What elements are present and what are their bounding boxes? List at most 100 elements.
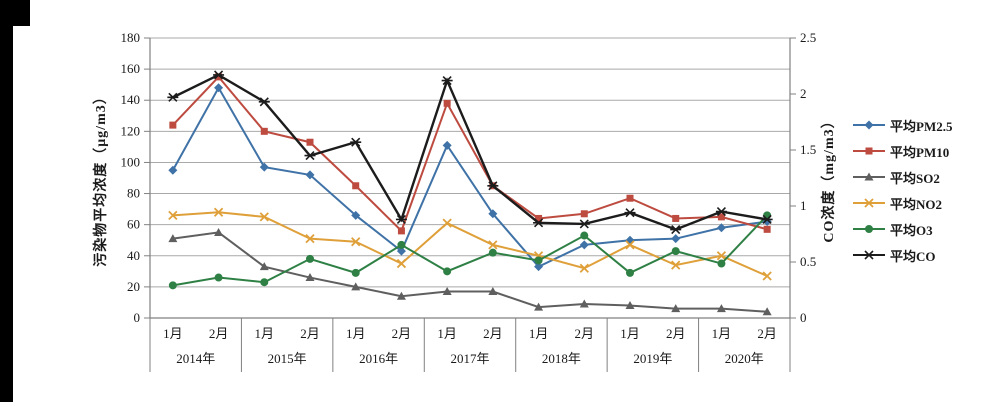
square-legend-icon [853,147,885,155]
axis-tick-label: 2019年 [633,351,672,366]
triangle-marker [534,302,544,311]
asterisk-marker [395,214,407,225]
x-marker [168,210,178,220]
asterisk-marker [258,97,270,107]
triangle-marker [305,273,315,282]
axis-tick-label: 2017年 [450,351,489,366]
diamond-marker [534,262,544,272]
axis-tick-label: 2月 [300,326,320,341]
circle-marker [351,268,360,277]
axis-tick-label: 20 [127,279,140,294]
legend-label: 平均CO [890,248,936,264]
axis-tick-label: 1月 [437,326,457,341]
x-marker [396,258,407,269]
asterisk-marker [715,207,727,217]
asterisk-marker [167,92,179,102]
triangle-marker [864,172,874,181]
series-平均NO2 [168,207,772,281]
x-marker [488,240,498,250]
circle-marker [488,248,497,257]
circle-marker [717,259,726,268]
square-marker [580,210,588,218]
axis-tick-label: 2016年 [359,351,398,366]
circle-marker [626,268,634,277]
diamond-marker [305,170,315,180]
diamond-marker [716,223,726,233]
series-line [172,75,768,233]
square-marker [717,213,725,221]
asterisk-marker [533,218,545,228]
series-平均PM2.5 [168,83,772,272]
legend-item-平均CO: 平均CO [852,242,992,268]
axis-tick-label: 40 [127,248,140,263]
series-line [172,214,768,287]
triangle-marker [442,287,452,296]
axis-tick-label: 2月 [392,326,412,341]
x-marker [671,260,681,270]
series-平均O3 [168,211,772,290]
triangle-marker [214,227,224,236]
axis-tick-label: 2015年 [268,351,307,366]
circle-marker [865,225,873,233]
axis-tick-label: 2月 [666,326,686,341]
series-line [172,231,768,313]
legend-item-平均SO2: 平均SO2 [852,164,992,190]
triangle-marker [579,299,589,308]
legend-item-平均NO2: 平均NO2 [852,190,992,216]
series-line [172,73,768,231]
circle-marker [306,254,314,263]
asterisk-marker [863,250,875,260]
asterisk-marker [441,75,453,86]
asterisk-marker [213,70,225,80]
legend-item-平均PM10: 平均PM10 [852,138,992,164]
asterisk-marker [350,137,362,147]
triangle-marker [625,301,635,310]
axis-tick-label: 2 [800,86,807,101]
circle-marker [671,247,680,256]
x-marker [716,251,727,261]
axis-tick-label: 2.5 [800,30,816,45]
diamond-marker [396,246,406,256]
x-marker [579,263,589,273]
diamond-marker [214,83,224,93]
legend-label: 平均NO2 [890,196,943,212]
series-line [171,85,768,268]
square-marker [763,225,771,233]
legend-label: 平均SO2 [890,170,940,186]
axis-tick-label: 2月 [757,326,777,341]
asterisk-marker [578,219,590,229]
diamond-marker [168,165,178,175]
axis-tick-label: 100 [121,154,141,169]
axis-tick-label: 1 [800,198,807,213]
asterisk-marker [624,208,636,218]
circle-marker [168,281,177,290]
diamond-marker [579,240,589,250]
circle-marker [443,267,452,276]
axis-tick-label: 60 [127,217,140,232]
axis-tick-label: 2月 [483,326,503,341]
diamond-marker [864,120,874,130]
x-marker [762,271,772,281]
x-marker [864,198,874,208]
circle-marker [397,240,406,249]
diamond-marker [259,162,269,172]
legend-item-平均PM2.5: 平均PM2.5 [852,112,992,138]
square-marker [260,127,268,135]
axis-tick-label: 2014年 [176,351,215,366]
circle-marker [580,231,589,240]
diamond-marker [351,210,361,220]
axis-tick-label: 1.5 [800,142,816,157]
asterisk-legend-icon [853,250,885,260]
legend-label: 平均PM10 [890,144,950,160]
square-marker [865,147,873,155]
diamond-marker [625,235,635,245]
axis-tick-label: 2月 [209,326,229,341]
axis-tick-label: 0 [134,310,141,325]
square-marker [443,99,451,107]
axis-tick-label: 2020年 [725,351,764,366]
axis-tick-label: 140 [121,92,141,107]
triangle-marker [671,304,681,313]
triangle-legend-icon [853,172,885,181]
axis-tick-label: 80 [127,186,140,201]
triangle-marker [488,287,498,296]
